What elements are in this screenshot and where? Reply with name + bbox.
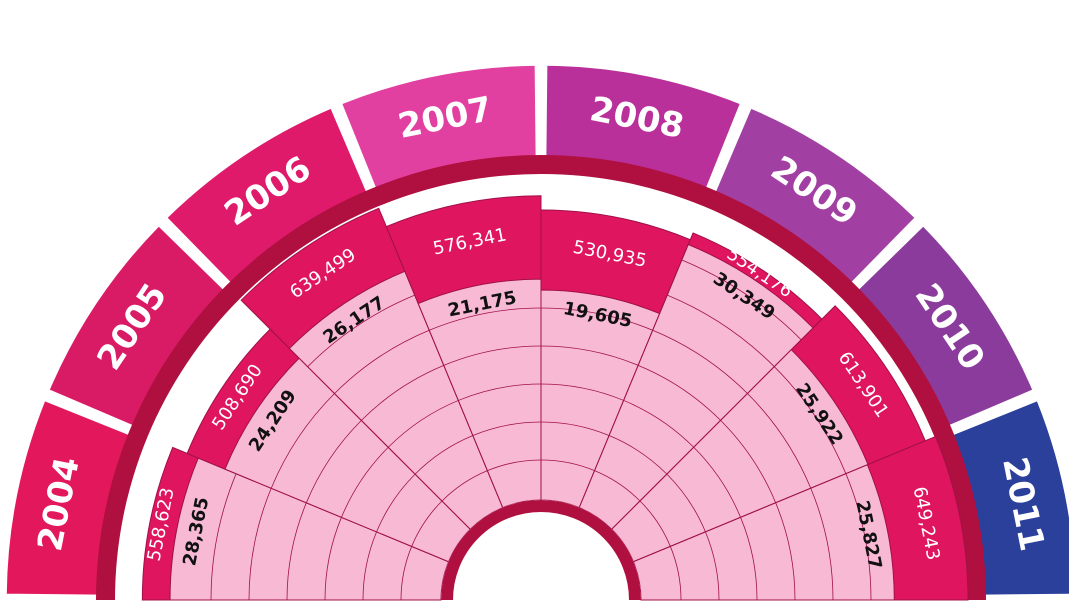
grid-arc xyxy=(747,393,812,489)
grid-arc xyxy=(845,473,872,601)
grid-arc xyxy=(740,517,758,601)
grid-arc xyxy=(638,364,721,421)
grid-arc xyxy=(210,473,237,601)
grid-arc xyxy=(681,259,802,341)
grid-arc xyxy=(667,294,775,367)
grid-arc xyxy=(305,420,362,503)
grid-arc xyxy=(652,329,748,394)
grid-arc xyxy=(540,459,595,472)
grid-arc xyxy=(411,500,443,547)
grid-arc xyxy=(441,470,488,502)
grid-arc xyxy=(286,502,307,601)
grid-arc xyxy=(540,307,653,331)
grid-arc xyxy=(361,364,444,421)
grid-arc xyxy=(775,502,796,601)
grid-arc xyxy=(774,366,847,474)
grid-arc xyxy=(810,488,834,601)
grid-arc xyxy=(414,435,474,475)
grid-arc xyxy=(400,546,413,601)
grid-arc xyxy=(324,517,342,601)
grid-arc xyxy=(307,294,415,367)
grid-arc xyxy=(443,345,542,366)
grid-arc xyxy=(540,383,624,401)
grid-arc xyxy=(705,531,720,601)
grid-arc xyxy=(720,420,777,503)
grid-arc xyxy=(334,329,430,394)
grid-arc xyxy=(639,500,671,547)
grid-arc xyxy=(540,345,639,366)
grid-arc xyxy=(472,421,542,436)
grid-arc xyxy=(387,400,459,448)
grid-arc xyxy=(669,546,682,601)
grid-arc xyxy=(666,473,706,533)
grid-arc xyxy=(623,400,695,448)
grid-arc xyxy=(540,421,610,436)
grid-arc xyxy=(458,383,542,401)
grid-arc xyxy=(248,488,272,601)
grid-arc xyxy=(693,446,741,518)
grid-arc xyxy=(429,307,542,331)
grid-arc xyxy=(270,393,335,489)
grid-arc xyxy=(341,446,389,518)
grid-arc xyxy=(376,473,416,533)
grid-arc xyxy=(362,531,377,601)
center-ring xyxy=(441,500,641,601)
grid-arc xyxy=(594,470,641,502)
grid-arc xyxy=(608,435,668,475)
grid-arc xyxy=(487,459,542,472)
